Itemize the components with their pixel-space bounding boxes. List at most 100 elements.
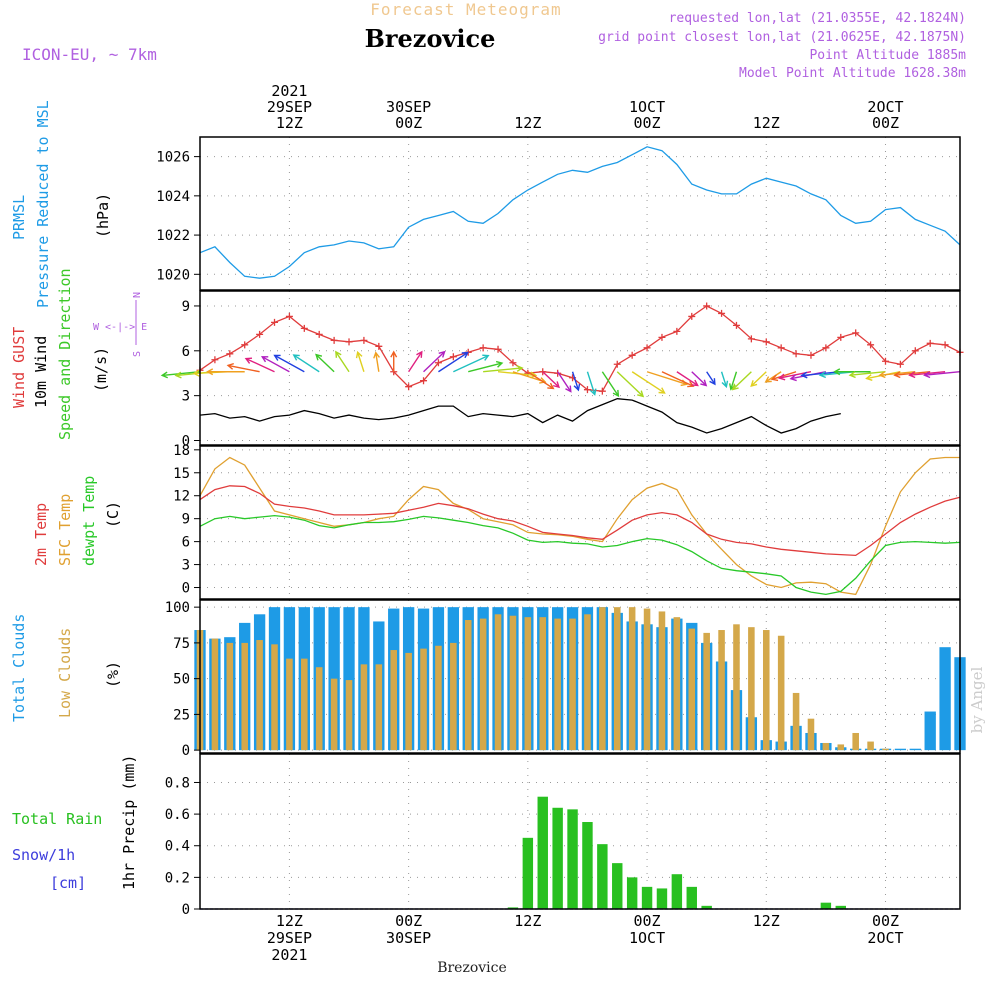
y-tick-label: 12 bbox=[173, 489, 190, 505]
wind-arrow-head bbox=[355, 350, 363, 359]
low-cloud-bar bbox=[301, 658, 308, 751]
panel-frame bbox=[199, 599, 961, 754]
top-time-label: 1OCT bbox=[629, 98, 665, 116]
gust-marker bbox=[732, 321, 740, 329]
wind-arrow-head bbox=[226, 362, 234, 370]
rain-bar bbox=[522, 837, 534, 909]
precip-units: 1hr Precip (mm) bbox=[120, 755, 138, 890]
wind-labels: Wind GUST 10m Wind Speed and Direction (… bbox=[10, 268, 147, 440]
wind-arrow bbox=[750, 371, 767, 387]
wind-arrow bbox=[631, 371, 665, 394]
clouds-units: (%) bbox=[104, 661, 122, 688]
wind-arrow-head bbox=[573, 383, 581, 392]
wind-arrow bbox=[771, 371, 797, 380]
top-time-label: 29SEP bbox=[267, 98, 312, 116]
low-cloud-bar bbox=[748, 627, 755, 751]
low-cloud-bar bbox=[390, 650, 398, 751]
rain-bar bbox=[582, 822, 593, 909]
wind-arrow-head bbox=[589, 388, 597, 396]
snow-units-label: [cm] bbox=[50, 874, 86, 892]
y-tick-label: 0 bbox=[182, 434, 190, 450]
gust-marker bbox=[881, 357, 889, 365]
low-cloud-bar bbox=[494, 614, 502, 751]
panel-frame bbox=[199, 445, 961, 600]
wind-arrow-head bbox=[416, 350, 423, 358]
low-cloud-bar bbox=[852, 732, 859, 751]
compass-south: S bbox=[132, 351, 143, 357]
low-cloud-bar bbox=[792, 692, 800, 751]
gust-marker bbox=[598, 387, 606, 395]
top-time-label: 12Z bbox=[753, 114, 780, 132]
low-cloud-bar bbox=[554, 618, 561, 751]
bottom-time-label: 2OCT bbox=[867, 929, 903, 947]
temp2m-label: 2m Temp bbox=[32, 503, 50, 566]
low-cloud-bar bbox=[435, 645, 442, 751]
temp-labels: 2m Temp SFC Temp dewpt Temp (C) bbox=[32, 476, 122, 566]
gust-marker bbox=[554, 369, 562, 377]
gust-marker bbox=[420, 377, 428, 385]
pressure-units: (hPa) bbox=[94, 193, 112, 238]
y-tick-label: 50 bbox=[173, 672, 190, 688]
bottom-time-label: 12Z bbox=[514, 912, 541, 930]
grid-layer bbox=[200, 137, 960, 910]
series-layer bbox=[160, 146, 966, 910]
prmsl-label: PRMSL bbox=[10, 195, 28, 240]
wind-arrow bbox=[730, 371, 738, 390]
gust-marker bbox=[837, 333, 845, 341]
gust-marker bbox=[718, 309, 726, 317]
wind-arrow bbox=[357, 352, 365, 372]
gust-marker bbox=[479, 344, 487, 352]
wind-arrow-head bbox=[206, 368, 214, 376]
rain-bar bbox=[671, 874, 683, 909]
gust-marker bbox=[315, 330, 323, 338]
wind-arrow-head bbox=[764, 376, 772, 383]
bottom-time-label: 00Z bbox=[872, 912, 899, 930]
gust-marker bbox=[703, 302, 711, 310]
wind-arrow bbox=[261, 356, 290, 373]
wind-arrow bbox=[527, 371, 554, 390]
low-cloud-bar bbox=[658, 611, 666, 751]
wind-arrow bbox=[691, 371, 707, 386]
wind-arrow-head bbox=[516, 364, 524, 372]
gust-marker bbox=[762, 338, 770, 346]
y-tick-label: 0.4 bbox=[165, 839, 190, 855]
low-cloud-bar bbox=[226, 642, 234, 751]
compass-icon: N S W <-|-> E bbox=[93, 292, 147, 357]
gust-marker bbox=[345, 338, 353, 346]
y-tick-label: 1026 bbox=[156, 150, 190, 166]
y-tick-label: 9 bbox=[182, 512, 190, 528]
top-time-label: 2021 bbox=[271, 82, 307, 100]
low-cloud-bar bbox=[718, 630, 725, 751]
wind-arrow-head bbox=[335, 350, 342, 358]
rain-bar bbox=[686, 886, 697, 909]
wind-arrow-head bbox=[833, 368, 841, 376]
y-tick-label: 0 bbox=[182, 902, 190, 918]
rain-bar bbox=[701, 905, 712, 909]
gust-line bbox=[199, 305, 961, 392]
gust-marker bbox=[926, 339, 934, 347]
bottom-time-label: 00Z bbox=[634, 912, 661, 930]
y-tick-label: 0.2 bbox=[165, 870, 190, 886]
gust-marker bbox=[405, 383, 413, 391]
wind-arrow bbox=[274, 354, 305, 373]
y-tick-label: 0 bbox=[182, 743, 190, 759]
wind-arrow bbox=[315, 354, 335, 373]
wind-arrow-head bbox=[770, 374, 779, 382]
wind-arrow-head bbox=[789, 374, 797, 382]
wind-arrow bbox=[676, 371, 699, 386]
wind-arrow-head bbox=[315, 353, 323, 361]
low-cloud-bar bbox=[405, 652, 412, 751]
wind-arrow bbox=[557, 371, 572, 392]
total-cloud-bar bbox=[909, 748, 921, 751]
wind-arrow-head bbox=[637, 390, 645, 398]
wind-arrow-head bbox=[530, 371, 538, 379]
low-cloud-bar bbox=[509, 615, 517, 751]
gust-marker bbox=[792, 350, 800, 358]
y-tick-label: 0.8 bbox=[165, 775, 190, 791]
gust-marker bbox=[688, 312, 696, 320]
rain-bar bbox=[507, 907, 519, 909]
wind-dir-label: Speed and Direction bbox=[56, 268, 74, 440]
wind-arrow-head bbox=[390, 350, 398, 358]
gust-marker bbox=[777, 344, 785, 352]
wind-arrow-head bbox=[482, 354, 490, 361]
